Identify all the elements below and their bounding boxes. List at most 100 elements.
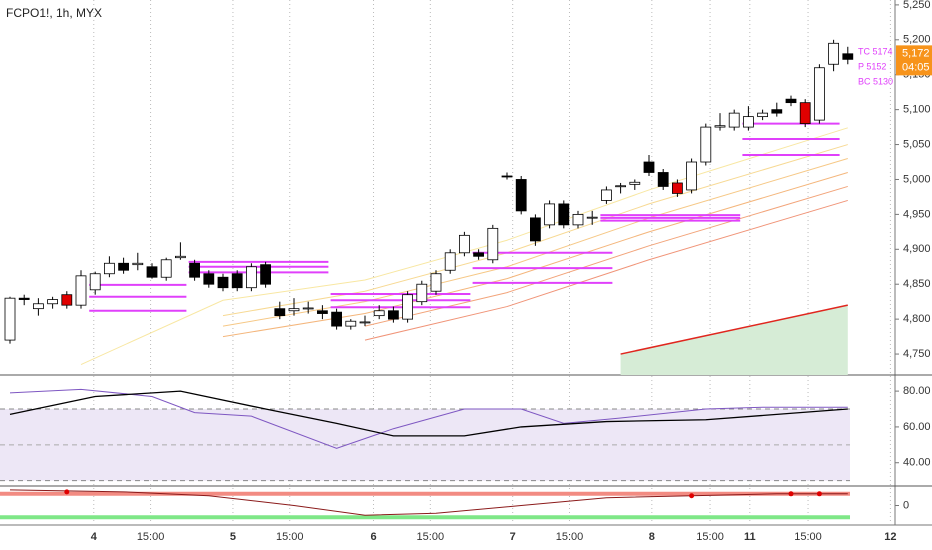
candle-body bbox=[331, 311, 343, 327]
candle-body bbox=[203, 273, 215, 285]
y-tick-label: 60.00 bbox=[903, 421, 931, 433]
candle-body bbox=[288, 308, 300, 312]
osc-line bbox=[9, 489, 848, 516]
y-tick-label: 5,250 bbox=[903, 0, 931, 11]
y-tick-label: 0 bbox=[903, 499, 909, 511]
y-tick-label: 4,900 bbox=[903, 243, 931, 255]
ribbon-line bbox=[364, 185, 848, 327]
candle-body bbox=[18, 297, 30, 300]
y-tick-label: 40.00 bbox=[903, 457, 931, 469]
candle-body bbox=[615, 185, 626, 188]
x-tick-label: 8 bbox=[649, 531, 655, 543]
osc-dot bbox=[816, 491, 822, 497]
osc-dot bbox=[689, 493, 695, 499]
pivot-label: P 5152 bbox=[858, 61, 886, 71]
y-tick-label: 4,850 bbox=[903, 278, 931, 290]
x-tick-label: 15:00 bbox=[556, 531, 584, 543]
y-tick-label: 5,100 bbox=[903, 104, 931, 116]
y-tick-label: 4,950 bbox=[903, 208, 931, 220]
x-tick-label: 15:00 bbox=[417, 531, 445, 543]
candle-body bbox=[785, 98, 797, 104]
rsi-line bbox=[9, 388, 848, 449]
candle-body bbox=[146, 266, 158, 278]
candle-body bbox=[572, 213, 584, 226]
candle-body bbox=[132, 262, 144, 266]
x-tick-label: 4 bbox=[91, 531, 98, 543]
candle-body bbox=[714, 125, 726, 128]
ribbon-line bbox=[222, 172, 848, 338]
candle-body bbox=[104, 262, 115, 275]
candle-body bbox=[118, 262, 129, 271]
candle-body bbox=[686, 161, 697, 191]
candle-body bbox=[231, 273, 243, 289]
candle-body bbox=[828, 42, 839, 65]
osc-dot bbox=[788, 491, 794, 497]
candle-body bbox=[728, 112, 740, 128]
candle-body bbox=[274, 308, 286, 317]
candle-body bbox=[75, 275, 87, 306]
candle-body bbox=[359, 321, 371, 324]
candle-body bbox=[302, 307, 314, 310]
candle-body bbox=[189, 262, 201, 278]
candle-body bbox=[387, 310, 399, 320]
candle-body bbox=[601, 189, 612, 201]
candle-body bbox=[245, 266, 257, 289]
x-tick-label: 15:00 bbox=[794, 531, 822, 543]
pivot-label: BC 5130 bbox=[858, 76, 893, 86]
y-tick-label: 80.00 bbox=[903, 385, 931, 397]
x-tick-label: 5 bbox=[230, 531, 236, 543]
rsi-signal bbox=[9, 390, 848, 437]
countdown-label: 04:05 bbox=[902, 61, 930, 73]
y-tick-label: 5,050 bbox=[903, 138, 931, 150]
trend-line bbox=[620, 304, 848, 355]
candle-body bbox=[515, 179, 527, 212]
candle-body bbox=[629, 181, 641, 185]
candle-body bbox=[217, 276, 229, 289]
x-tick-label: 15:00 bbox=[137, 531, 165, 543]
y-tick-label: 4,800 bbox=[903, 313, 931, 325]
chart-title: FCPO1!, 1h, MYX bbox=[6, 6, 102, 20]
last-price-box bbox=[896, 45, 932, 76]
candle-body bbox=[260, 264, 272, 285]
candle-body bbox=[501, 175, 513, 178]
y-tick-label: 4,750 bbox=[903, 348, 931, 360]
candle-body bbox=[345, 320, 357, 327]
last-price-label: 5,172 bbox=[902, 47, 930, 59]
ribbon-line bbox=[222, 158, 848, 327]
candle-body bbox=[33, 303, 44, 310]
osc-dot bbox=[64, 489, 70, 495]
candle-body bbox=[160, 259, 172, 278]
candle-body bbox=[799, 102, 811, 125]
candle-body bbox=[373, 310, 385, 317]
candle-body bbox=[458, 234, 470, 254]
candle-body bbox=[743, 116, 754, 128]
candle-body bbox=[174, 255, 186, 259]
pivot-label: TC 5174 bbox=[858, 46, 893, 56]
candle-body bbox=[558, 203, 570, 226]
candle-body bbox=[430, 273, 442, 292]
x-tick-label: 15:00 bbox=[276, 531, 304, 543]
candle-body bbox=[814, 67, 825, 121]
candle-body bbox=[316, 310, 328, 314]
candle-body bbox=[842, 53, 854, 60]
x-tick-label: 11 bbox=[744, 531, 756, 543]
candle-body bbox=[672, 182, 683, 194]
candle-body bbox=[643, 161, 655, 173]
candle-body bbox=[402, 294, 414, 320]
candle-body bbox=[544, 203, 555, 226]
candle-body bbox=[416, 283, 428, 303]
candle-body bbox=[771, 109, 783, 114]
x-tick-label: 6 bbox=[370, 531, 376, 543]
y-tick-label: 5,200 bbox=[903, 34, 931, 46]
candle-body bbox=[4, 297, 16, 341]
candle-body bbox=[657, 172, 669, 187]
candle-body bbox=[444, 252, 456, 271]
ribbon-line bbox=[80, 127, 848, 365]
x-tick-label: 12 bbox=[884, 531, 896, 543]
trend-fill bbox=[620, 305, 848, 375]
candle-body bbox=[61, 294, 73, 306]
x-tick-label: 15:00 bbox=[696, 531, 724, 543]
candle-body bbox=[757, 112, 768, 118]
candle-body bbox=[473, 252, 485, 257]
